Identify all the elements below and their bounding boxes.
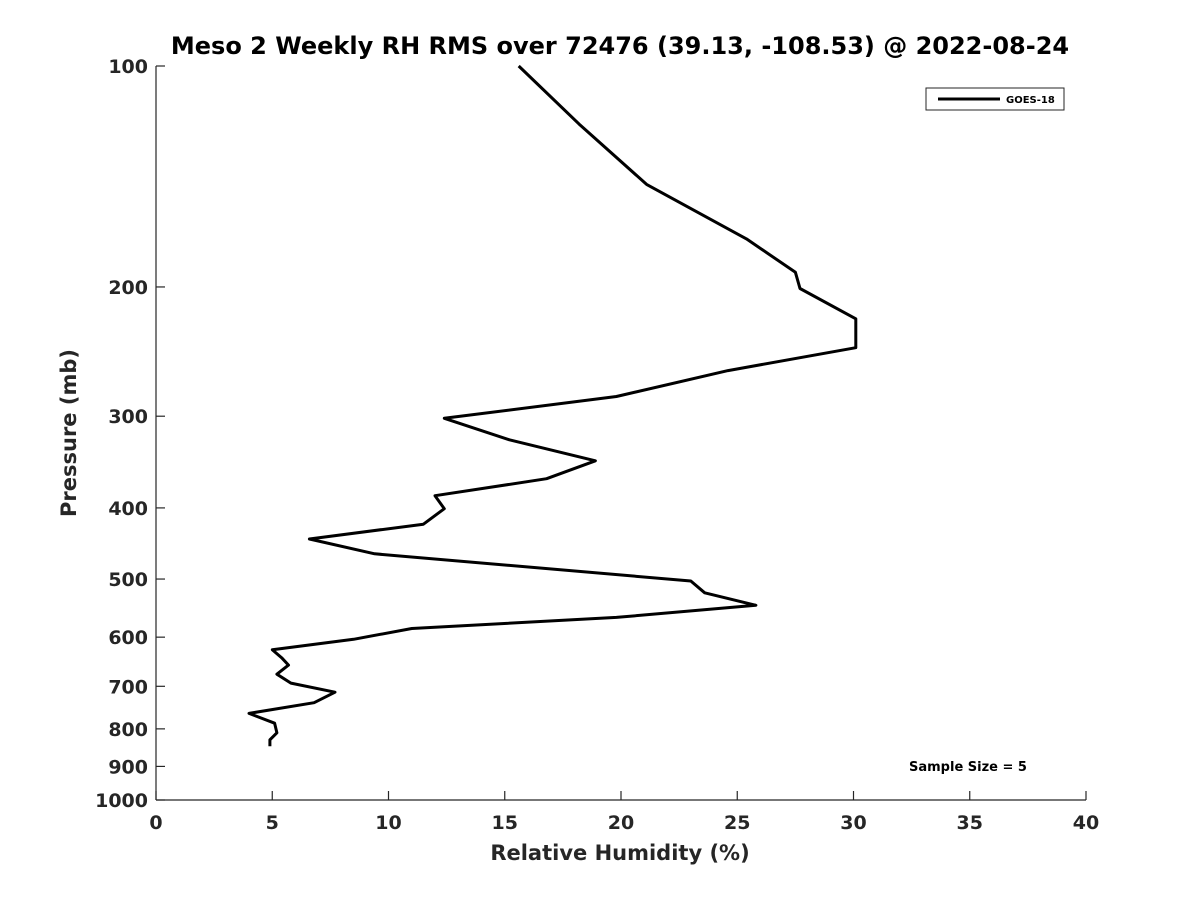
x-axis-label: Relative Humidity (%) [490, 841, 749, 865]
y-tick-label-1000: 1000 [95, 790, 148, 812]
y-tick-label-100: 100 [108, 56, 148, 78]
x-tick-label-15: 15 [492, 812, 518, 834]
x-tick-label-10: 10 [375, 812, 401, 834]
y-tick-label-500: 500 [108, 569, 148, 591]
legend: GOES-18 [925, 87, 1065, 111]
x-tick-label-35: 35 [957, 812, 983, 834]
x-tick-label-25: 25 [724, 812, 750, 834]
y-ticks: 100 200 300 400 500 600 700 800 900 1000 [95, 56, 165, 812]
x-tick-label-40: 40 [1073, 812, 1099, 834]
y-tick-label-300: 300 [108, 406, 148, 428]
x-ticks: 0 5 10 15 20 25 30 35 40 [149, 791, 1099, 834]
y-tick-label-600: 600 [108, 627, 148, 649]
y-tick-label-400: 400 [108, 498, 148, 520]
series-line-goes-18 [247, 64, 858, 747]
x-tick-label-5: 5 [266, 812, 279, 834]
y-tick-label-200: 200 [108, 277, 148, 299]
x-tick-label-20: 20 [608, 812, 634, 834]
chart-title: Meso 2 Weekly RH RMS over 72476 (39.13, … [171, 32, 1069, 60]
y-tick-label-700: 700 [108, 676, 148, 698]
series-group [247, 64, 858, 747]
y-tick-label-900: 900 [108, 756, 148, 778]
x-tick-label-30: 30 [840, 812, 866, 834]
y-tick-label-800: 800 [108, 719, 148, 741]
x-tick-label-0: 0 [149, 812, 162, 834]
y-axis-label: Pressure (mb) [57, 349, 81, 517]
sample-size-annotation: Sample Size = 5 [909, 760, 1027, 775]
legend-entry-goes-18: GOES-18 [1006, 95, 1055, 106]
